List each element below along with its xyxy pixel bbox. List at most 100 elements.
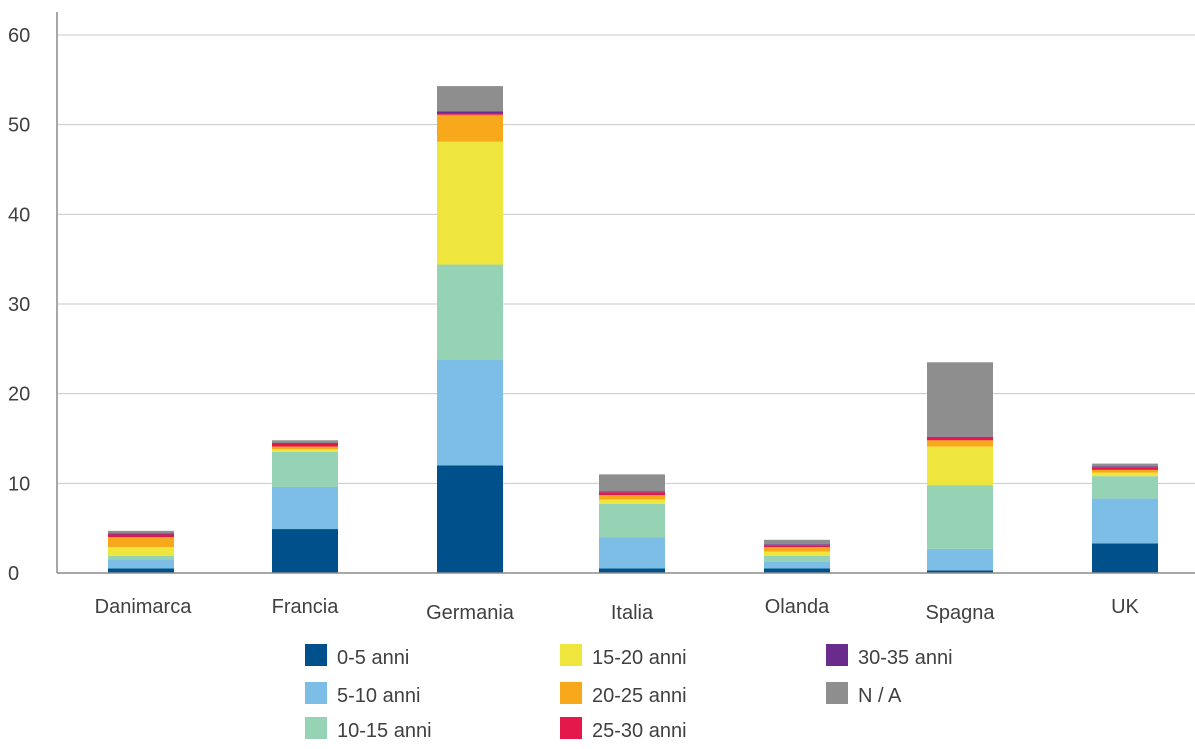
bar-segment [1092, 472, 1158, 477]
bar-segment [599, 474, 665, 492]
y-tick-label: 40 [8, 204, 30, 226]
bars [108, 86, 1158, 573]
legend-item: 20-25 anni [560, 682, 687, 707]
bar-segment [764, 551, 830, 556]
legend-item: 10-15 anni [305, 717, 432, 742]
bar-segment [927, 446, 993, 486]
legend-swatch [826, 644, 848, 666]
bar-segment [599, 568, 665, 573]
bar-segment [927, 548, 993, 571]
bar-segment [108, 555, 174, 560]
bar-segment [927, 436, 993, 438]
x-tick-label: Spagna [926, 602, 996, 624]
y-tick-label: 0 [8, 563, 19, 585]
bar-segment [437, 465, 503, 573]
bar-segment [764, 544, 830, 546]
y-tick-label: 20 [8, 384, 30, 406]
bar-segment [927, 437, 993, 441]
bar-segment [272, 442, 338, 444]
legend-label: 30-35 anni [858, 647, 953, 669]
bar-segment [599, 537, 665, 569]
bar-stack-italia [599, 474, 665, 573]
bar-segment [108, 559, 174, 569]
legend-label: 20-25 anni [592, 685, 687, 707]
bar-segment [927, 362, 993, 437]
bar-segment [1092, 498, 1158, 544]
legend-swatch [560, 682, 582, 704]
bar-segment [108, 530, 174, 534]
y-axis-ticks: 0 10 20 30 40 50 60 [8, 25, 30, 585]
bar-segment [599, 503, 665, 538]
legend-item: 15-20 anni [560, 644, 687, 669]
x-tick-label: Olanda [765, 596, 830, 618]
legend-swatch [305, 682, 327, 704]
bar-segment [272, 440, 338, 443]
bar-segment [272, 449, 338, 452]
bar-segment [1092, 463, 1158, 467]
legend-label: 25-30 anni [592, 720, 687, 742]
legend-item: 30-35 anni [826, 644, 953, 669]
bar-segment [764, 539, 830, 545]
y-tick-label: 10 [8, 473, 30, 495]
bar-stack-spagna [927, 362, 993, 573]
y-tick-label: 60 [8, 25, 30, 47]
legend-label: 0-5 anni [337, 647, 409, 669]
x-tick-label: Italia [611, 602, 654, 624]
legend-label: 10-15 anni [337, 720, 432, 742]
bar-stack-olanda [764, 539, 830, 573]
bar-segment [764, 546, 830, 552]
legend-swatch [826, 682, 848, 704]
legend-label: 5-10 anni [337, 685, 420, 707]
bar-segment [764, 545, 830, 547]
bar-segment [108, 533, 174, 535]
bar-segment [437, 114, 503, 142]
bar-segment [1092, 543, 1158, 573]
bar-segment [437, 264, 503, 360]
bar-segment [764, 561, 830, 569]
bar-segment [108, 568, 174, 573]
bar-segment [437, 359, 503, 466]
bar-segment [272, 451, 338, 487]
legend-label: N / A [858, 685, 902, 707]
bar-segment [272, 486, 338, 530]
legend-item: 5-10 anni [305, 682, 420, 707]
legend-swatch [305, 717, 327, 739]
bar-segment [108, 546, 174, 556]
y-tick-label: 50 [8, 115, 30, 137]
bar-segment [927, 570, 993, 573]
bar-segment [1092, 476, 1158, 499]
legend: 0-5 anni 5-10 anni 10-15 anni 15-20 anni 20-… [305, 644, 953, 742]
bar-segment [272, 446, 338, 450]
x-axis-labels: Danimarca Francia Germania Italia Olanda Spag… [95, 596, 1140, 624]
legend-swatch [560, 717, 582, 739]
bar-segment [927, 440, 993, 447]
bar-segment [764, 568, 830, 573]
bar-segment [272, 443, 338, 447]
bar-segment [108, 537, 174, 547]
x-tick-label: Danimarca [95, 596, 193, 618]
legend-swatch [305, 644, 327, 666]
bar-segment [599, 494, 665, 500]
legend-item: 0-5 anni [305, 644, 409, 669]
bar-segment [1092, 466, 1158, 468]
bar-stack-germania [437, 86, 503, 573]
bar-segment [108, 534, 174, 538]
bar-segment [599, 492, 665, 495]
legend-label: 15-20 anni [592, 647, 687, 669]
legend-item: 25-30 anni [560, 717, 687, 742]
legend-item: N / A [826, 682, 902, 707]
x-tick-label: Francia [272, 596, 340, 618]
bar-segment [437, 113, 503, 115]
y-tick-label: 30 [8, 294, 30, 316]
gridlines [57, 34, 1195, 574]
bar-segment [437, 86, 503, 112]
legend-swatch [560, 644, 582, 666]
bar-stack-uk [1092, 463, 1158, 573]
x-tick-label: Germania [426, 602, 515, 624]
bar-stack-francia [272, 440, 338, 573]
bar-segment [272, 529, 338, 573]
bar-segment [437, 111, 503, 114]
bar-stack-danimarca [108, 530, 174, 573]
